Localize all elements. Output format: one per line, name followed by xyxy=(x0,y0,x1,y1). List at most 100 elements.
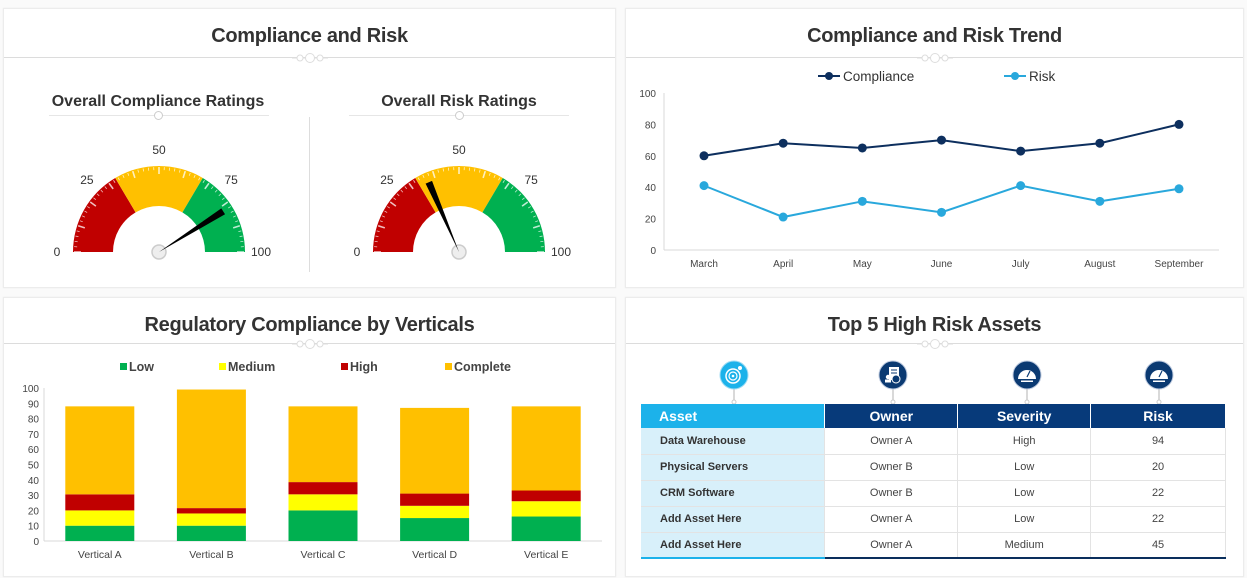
gauge-tick xyxy=(498,177,501,181)
gauge-tick xyxy=(93,197,97,201)
y-tick-label: 0 xyxy=(33,537,39,548)
gauge-tick xyxy=(76,230,80,232)
gauge-tick xyxy=(131,170,136,179)
x-tick-label: September xyxy=(1155,259,1205,270)
bar-segment-high xyxy=(288,482,358,495)
gauge-tick xyxy=(182,170,187,179)
panel-title: Regulatory Compliance by Verticals xyxy=(144,314,475,336)
gauge-tick xyxy=(396,193,400,197)
x-tick-label: Vertical B xyxy=(189,549,233,561)
gauge-tick xyxy=(221,201,229,207)
gauge-tick xyxy=(375,235,379,238)
y-tick-label: 100 xyxy=(22,384,39,395)
risk-cell: 22 xyxy=(1090,480,1226,507)
data-point xyxy=(699,181,709,191)
gauge-tick xyxy=(122,174,125,178)
gauge-tick xyxy=(535,220,539,223)
column-header-severity[interactable]: Severity xyxy=(957,404,1092,428)
gauge-tick-label: 0 xyxy=(54,245,61,259)
gauge-tick xyxy=(104,186,108,190)
gauge-tick xyxy=(384,210,388,213)
verticals-bar-chart: 0 10 20 30 40 50 60 70 80 90 100 Vertical A Vertical… xyxy=(22,360,602,561)
data-point xyxy=(699,151,709,161)
gauge-tick-label: 100 xyxy=(551,245,571,259)
gauge-tick xyxy=(417,177,420,181)
connector-ornament-icon xyxy=(916,339,953,349)
severity-cell: Medium xyxy=(957,532,1092,559)
y-tick-label: 50 xyxy=(28,461,40,472)
column-header-risk[interactable]: Risk xyxy=(1090,404,1226,428)
gauge-tick xyxy=(198,177,201,181)
data-point xyxy=(937,135,946,145)
assets-panel: Top 5 High Risk Assets Asset Owner Sever… xyxy=(625,297,1244,577)
bar-segment-medium xyxy=(400,505,470,519)
gauge-tick xyxy=(387,206,390,209)
y-tick-label: 40 xyxy=(645,183,657,194)
gauge-tick xyxy=(179,169,181,173)
bar-segment-medium xyxy=(65,510,135,526)
gauge-tick xyxy=(87,206,90,209)
gauge-tick-label: 50 xyxy=(452,144,466,157)
bar-segment-medium xyxy=(176,513,246,526)
legend-swatch xyxy=(219,363,226,370)
legend-swatch xyxy=(445,363,452,370)
y-tick-label: 10 xyxy=(28,522,40,533)
severity-cell: Low xyxy=(957,506,1092,533)
connector-ornament-icon xyxy=(291,339,328,349)
column-header-asset[interactable]: Asset xyxy=(641,404,826,428)
speedometer-icon xyxy=(1144,360,1174,404)
table-row: Data Warehouse Owner A High 94 xyxy=(641,428,1226,455)
table-header-row: Asset Owner Severity Risk xyxy=(641,404,1226,428)
legend-label: Medium xyxy=(228,360,275,374)
gauge-tick xyxy=(100,189,104,193)
gauge-tick xyxy=(202,180,205,183)
risk-cell: 94 xyxy=(1090,428,1226,455)
divider xyxy=(309,117,310,272)
x-tick-label: May xyxy=(853,259,872,270)
bar-segment-high xyxy=(400,493,470,506)
gauge-tick xyxy=(188,172,191,176)
gauge-tick xyxy=(84,210,88,213)
gauge-tick-label: 50 xyxy=(152,144,166,157)
data-point xyxy=(778,138,788,148)
gauge-tick xyxy=(389,201,397,207)
gauge-tick-label: 75 xyxy=(224,173,238,187)
gauge-tick xyxy=(422,174,425,178)
gauge-tick-label: 0 xyxy=(354,245,361,259)
bar-segment-medium xyxy=(288,494,358,511)
data-point xyxy=(1016,146,1026,156)
gauge-tick xyxy=(473,168,476,172)
gauge-tick xyxy=(539,235,543,238)
bar-segment-low xyxy=(65,525,135,541)
table-row: CRM Software Owner B Low 22 xyxy=(641,480,1226,507)
y-tick-label: 70 xyxy=(28,430,40,441)
bar-segment-low xyxy=(400,518,470,541)
gauge-tick xyxy=(232,224,241,229)
panel-title: Compliance and Risk Trend xyxy=(807,25,1062,47)
risk-cell: 20 xyxy=(1090,454,1226,481)
trend-line-chart: 0 20 40 60 80 100 March April May June July August S… xyxy=(639,69,1219,270)
compliance-risk-panel: Compliance and Risk Overall Compliance R… xyxy=(3,8,616,288)
gauge-tick xyxy=(228,206,231,209)
gauge-tick xyxy=(376,230,380,232)
speedometer-icon xyxy=(1012,360,1042,404)
table-row: Add Asset Here Owner A Low 22 xyxy=(641,506,1226,533)
gauge-tick xyxy=(379,220,383,223)
legend-swatch xyxy=(120,363,127,370)
y-tick-label: 90 xyxy=(28,399,40,410)
risk-cell: 22 xyxy=(1090,506,1226,533)
owner-cell: Owner A xyxy=(824,532,959,559)
legend-label: Low xyxy=(129,360,154,374)
gauge-tick xyxy=(377,224,386,229)
gauge-tick xyxy=(238,230,242,232)
gauge-tick xyxy=(218,193,222,197)
gauge-tick xyxy=(533,215,537,218)
gauge-tick xyxy=(77,224,86,229)
legend-label: Complete xyxy=(454,360,511,374)
owner-cell: Owner A xyxy=(824,428,959,455)
divider-dot-icon xyxy=(154,111,163,120)
gauge-tick xyxy=(137,169,139,173)
legend-marker xyxy=(1011,72,1019,80)
bar-segment-medium xyxy=(511,501,581,517)
column-header-owner[interactable]: Owner xyxy=(824,404,959,428)
